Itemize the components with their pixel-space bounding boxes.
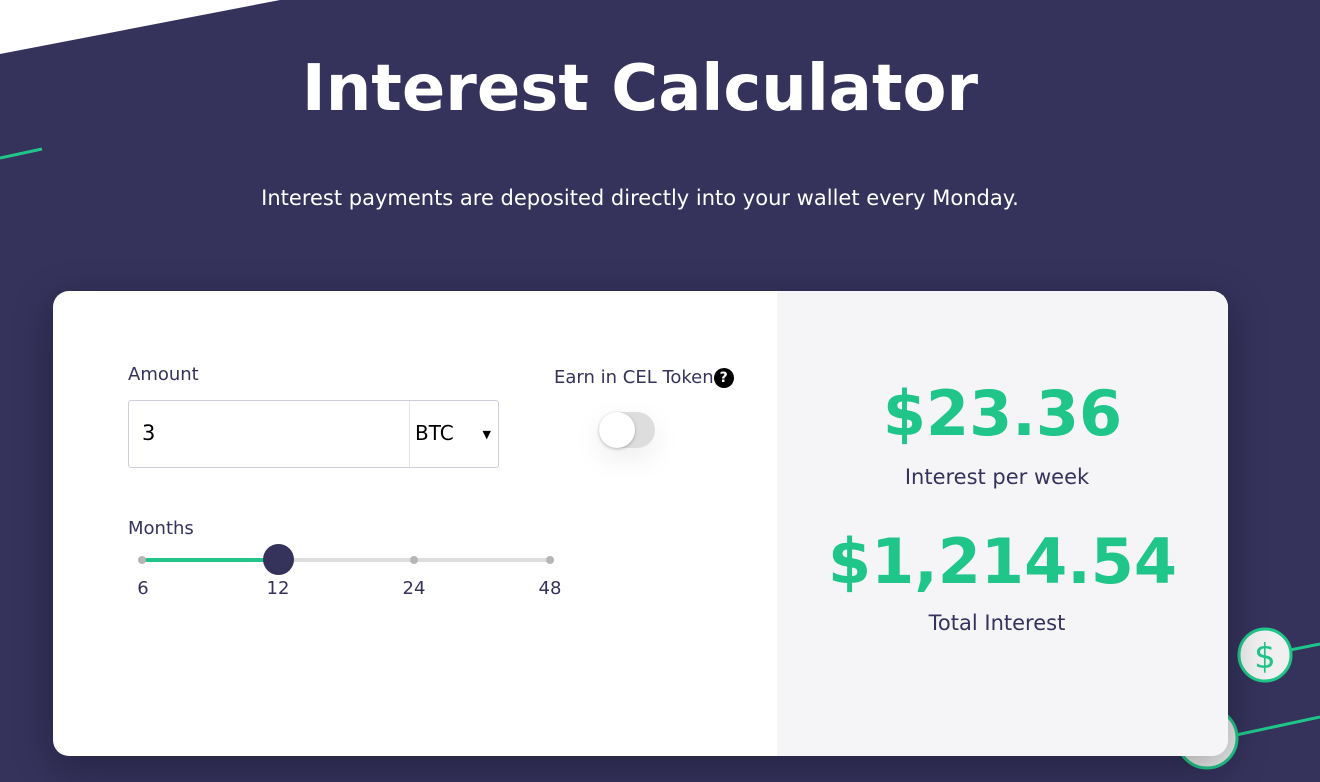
months-label: Months	[128, 518, 194, 539]
currency-select[interactable]: BTC ▼	[409, 401, 499, 467]
tick-label: 12	[266, 578, 290, 599]
total-interest-label: Total Interest	[928, 611, 1066, 635]
cel-token-text: Earn in CEL Token	[554, 367, 714, 388]
caret-down-icon: ▼	[482, 428, 491, 441]
results-panel: $23.36 Interest per week $1,214.54 Total…	[777, 291, 1228, 756]
page-subtitle: Interest payments are deposited directly…	[261, 186, 1019, 210]
calculator-card: Amount 3 BTC ▼ Earn in CEL Token? Months …	[53, 291, 1228, 756]
weekly-interest-label: Interest per week	[904, 465, 1090, 489]
slider-stop-48[interactable]	[546, 556, 554, 564]
months-slider[interactable]	[138, 544, 554, 575]
cel-token-toggle[interactable]	[599, 412, 655, 448]
slider-fill	[142, 558, 278, 562]
help-icon[interactable]: ?	[713, 368, 734, 388]
toggle-knob	[599, 412, 635, 448]
page-title: Interest Calculator	[301, 52, 979, 126]
currency-value: BTC	[415, 421, 454, 445]
amount-label: Amount	[128, 364, 199, 385]
dollar-icon: $	[1254, 637, 1276, 677]
tick-label: 6	[137, 578, 149, 599]
amount-input-group: 3 BTC ▼	[128, 400, 499, 468]
amount-input[interactable]: 3	[142, 421, 156, 445]
slider-stop-6[interactable]	[138, 556, 146, 564]
total-interest-value: $1,214.54	[827, 525, 1178, 598]
cel-token-label: Earn in CEL Token?	[554, 367, 734, 388]
slider-stop-24[interactable]	[410, 556, 418, 564]
weekly-interest-value: $23.36	[882, 377, 1123, 450]
dollar-coin-icon	[1237, 627, 1293, 683]
slider-thumb[interactable]	[263, 544, 294, 575]
tick-label: 24	[402, 578, 426, 599]
tick-label: 48	[538, 578, 562, 599]
